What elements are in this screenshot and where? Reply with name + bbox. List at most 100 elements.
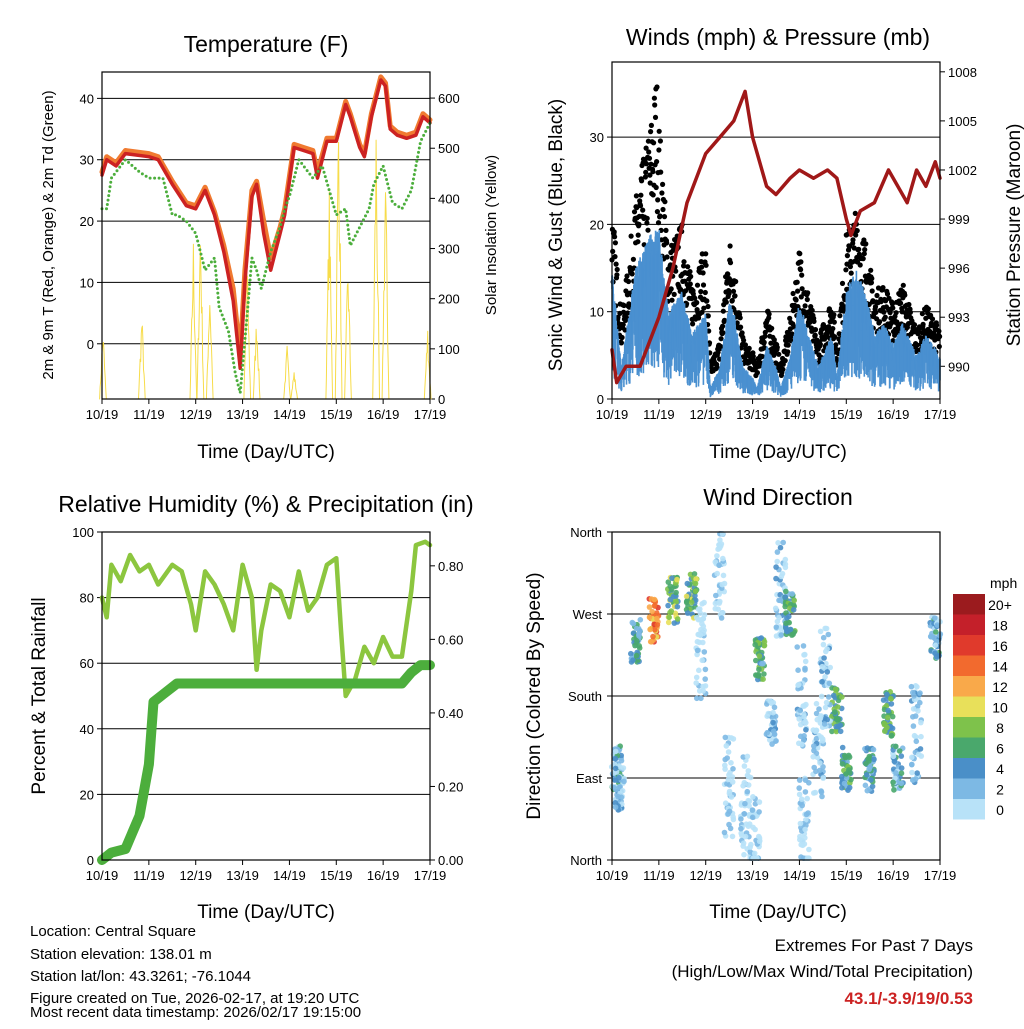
wind-direction-point	[820, 764, 826, 770]
wind-direction-point	[778, 632, 784, 638]
wind-direction-point	[832, 686, 839, 692]
gust-point	[651, 95, 658, 101]
gust-point	[702, 289, 708, 296]
legend-label: 2	[996, 782, 1004, 798]
y-tick-right-label: 1008	[948, 65, 977, 80]
wind-direction-point	[782, 561, 789, 567]
wind-direction-point	[816, 706, 822, 712]
wind-direction-point	[819, 663, 825, 670]
gust-point	[726, 291, 732, 297]
gust-point	[844, 253, 851, 259]
extremes-title: Extremes For Past 7 Days	[775, 936, 973, 955]
gust-point	[705, 303, 711, 310]
wind-direction-point	[612, 748, 619, 755]
gust-point	[812, 332, 818, 338]
wind-direction-point	[918, 719, 924, 726]
gust-point	[861, 251, 867, 257]
wind-direction-point	[831, 709, 838, 715]
wind-direction-point	[772, 605, 779, 612]
x-tick-label: 13/19	[736, 407, 769, 422]
gust-point	[832, 334, 838, 340]
wind-direction-point	[722, 800, 729, 806]
wind-direction-point	[931, 615, 938, 621]
y-tick-right-label: 300	[438, 242, 460, 257]
gust-point	[668, 286, 674, 292]
wind-direction-point	[825, 694, 832, 700]
gust-point	[738, 324, 744, 330]
wind-direction-point	[797, 833, 803, 840]
wind-direction-point	[846, 754, 853, 760]
wind-direction-point	[761, 642, 768, 649]
legend-title: mph	[990, 575, 1017, 591]
temperature-xlabel: Time (Day/UTC)	[197, 442, 335, 463]
wind-direction-point	[811, 743, 817, 749]
wind-direction-point	[674, 603, 681, 610]
wind-direction-point	[830, 692, 837, 699]
gust-point	[630, 256, 637, 262]
gust-point	[805, 290, 811, 296]
gust-point	[868, 280, 875, 286]
wind-direction-point	[884, 724, 890, 731]
gust-point	[759, 353, 765, 360]
wind-direction-point	[866, 758, 872, 764]
gust-point	[824, 331, 830, 337]
wind-direction-point	[917, 699, 923, 706]
wind-direction-point	[787, 626, 794, 633]
wind-direction-point	[803, 720, 809, 726]
wind-direction-point	[728, 735, 735, 741]
wind-direction-point	[699, 657, 705, 664]
legend-label: 6	[996, 741, 1004, 757]
winds-ylabel-right: Station Pressure (Maroon)	[1004, 124, 1024, 347]
gust-point	[644, 220, 650, 226]
wind-direction-point	[823, 660, 829, 667]
gust-point	[877, 319, 883, 325]
wind-direction-point	[917, 746, 924, 752]
x-tick-label: 14/19	[783, 868, 816, 883]
wind-direction-point	[913, 738, 920, 745]
gust-point	[660, 181, 666, 187]
wind-direction-point	[884, 714, 891, 721]
wind-direction-point	[720, 555, 726, 562]
gust-point	[873, 309, 879, 315]
wind-direction-point	[748, 841, 754, 848]
gust-point	[890, 338, 896, 344]
wind-direction-point	[673, 589, 679, 596]
y-tick-label: 20	[80, 787, 94, 802]
wind-direction-point	[837, 722, 844, 729]
legend-swatch	[953, 635, 985, 656]
extremes-subtitle: (High/Low/Max Wind/Total Precipitation)	[672, 962, 973, 981]
gust-point	[625, 310, 631, 316]
wind-direction-point	[636, 632, 642, 639]
wind-direction-point	[774, 618, 781, 625]
wind-direction-point	[909, 754, 915, 761]
gust-point	[850, 237, 856, 243]
solar-insolation-spike	[252, 328, 261, 400]
wind-direction-point	[697, 606, 703, 612]
wind-direction-point	[914, 684, 920, 690]
legend-swatch	[953, 614, 985, 635]
gust-point	[723, 299, 729, 305]
gust-point	[734, 320, 740, 326]
pressure-line	[610, 89, 942, 385]
gust-point	[644, 215, 650, 221]
wind-direction-point	[871, 756, 877, 763]
wind-direction-point	[780, 539, 786, 546]
x-tick-label: 11/19	[133, 407, 165, 422]
wind-direction-point	[633, 625, 640, 632]
y-tick-right-label: 1005	[948, 114, 977, 129]
y-tick-label: 40	[80, 722, 94, 737]
wind-direction-point	[722, 734, 729, 741]
temperature-title: Temperature (F)	[184, 31, 349, 57]
wind-direction-point	[908, 683, 915, 690]
wind-direction-point	[738, 830, 744, 836]
info-location: Location: Central Square	[30, 923, 196, 940]
wind-direction-point	[770, 709, 776, 716]
gust-point	[848, 270, 854, 276]
gust-point	[768, 340, 774, 346]
wind-direction-point	[692, 580, 699, 587]
solar-insolation-spike	[138, 325, 146, 400]
gust-point	[729, 297, 735, 304]
wind-direction-point	[693, 680, 699, 686]
wind-direction-point	[729, 774, 736, 780]
gust-point	[612, 240, 619, 246]
